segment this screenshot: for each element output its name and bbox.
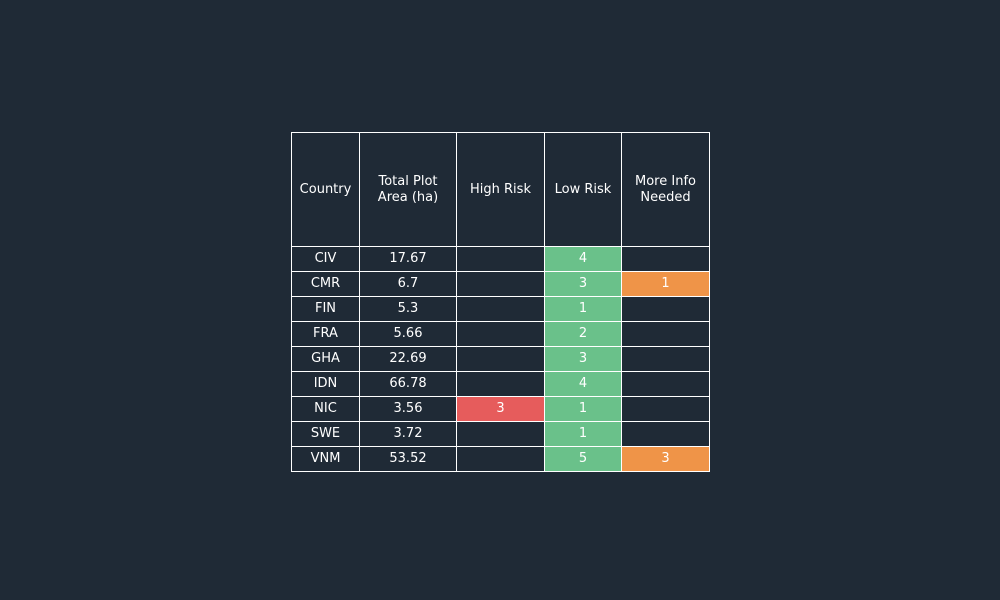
header-high-risk: High Risk <box>456 132 545 247</box>
cell-high-risk <box>456 346 545 372</box>
table-row: FIN 5.3 1 <box>291 296 710 322</box>
cell-low-risk: 4 <box>544 246 622 272</box>
table-row: SWE 3.72 1 <box>291 421 710 447</box>
cell-area: 5.3 <box>359 296 457 322</box>
cell-high-risk <box>456 271 545 297</box>
cell-country: VNM <box>291 446 360 472</box>
cell-more-info: 1 <box>621 271 710 297</box>
cell-high-risk <box>456 446 545 472</box>
cell-more-info <box>621 296 710 322</box>
cell-country: CIV <box>291 246 360 272</box>
cell-low-risk: 4 <box>544 371 622 397</box>
cell-area: 53.52 <box>359 446 457 472</box>
cell-low-risk: 3 <box>544 271 622 297</box>
cell-more-info <box>621 321 710 347</box>
table-row: GHA 22.69 3 <box>291 346 710 372</box>
cell-country: IDN <box>291 371 360 397</box>
cell-country: GHA <box>291 346 360 372</box>
cell-area: 6.7 <box>359 271 457 297</box>
cell-more-info <box>621 396 710 422</box>
cell-country: FIN <box>291 296 360 322</box>
cell-high-risk <box>456 246 545 272</box>
cell-area: 17.67 <box>359 246 457 272</box>
cell-area: 3.72 <box>359 421 457 447</box>
cell-more-info: 3 <box>621 446 710 472</box>
cell-country: SWE <box>291 421 360 447</box>
table-row: VNM 53.52 5 3 <box>291 446 710 472</box>
cell-low-risk: 1 <box>544 421 622 447</box>
table-row: CIV 17.67 4 <box>291 246 710 272</box>
cell-high-risk <box>456 296 545 322</box>
cell-more-info <box>621 246 710 272</box>
cell-area: 3.56 <box>359 396 457 422</box>
cell-country: CMR <box>291 271 360 297</box>
header-more-info: More Info Needed <box>621 132 710 247</box>
cell-high-risk <box>456 421 545 447</box>
cell-country: FRA <box>291 321 360 347</box>
table-row: FRA 5.66 2 <box>291 321 710 347</box>
header-low-risk: Low Risk <box>544 132 622 247</box>
cell-area: 22.69 <box>359 346 457 372</box>
cell-low-risk: 2 <box>544 321 622 347</box>
cell-high-risk <box>456 321 545 347</box>
cell-high-risk <box>456 371 545 397</box>
table-row: CMR 6.7 3 1 <box>291 271 710 297</box>
cell-area: 5.66 <box>359 321 457 347</box>
header-area: Total Plot Area (ha) <box>359 132 457 247</box>
cell-more-info <box>621 421 710 447</box>
cell-low-risk: 1 <box>544 296 622 322</box>
header-country: Country <box>291 132 360 247</box>
cell-area: 66.78 <box>359 371 457 397</box>
cell-country: NIC <box>291 396 360 422</box>
cell-more-info <box>621 371 710 397</box>
cell-low-risk: 3 <box>544 346 622 372</box>
risk-table: Country Total Plot Area (ha) High Risk Lo… <box>291 132 710 472</box>
table-row: NIC 3.56 3 1 <box>291 396 710 422</box>
header-row: Country Total Plot Area (ha) High Risk Lo… <box>291 132 710 247</box>
cell-low-risk: 5 <box>544 446 622 472</box>
cell-low-risk: 1 <box>544 396 622 422</box>
cell-more-info <box>621 346 710 372</box>
table-row: IDN 66.78 4 <box>291 371 710 397</box>
table-body: CIV 17.67 4 CMR 6.7 3 1 FIN 5.3 1 FRA 5.66 2 GHA 22.69… <box>291 246 710 472</box>
cell-high-risk: 3 <box>456 396 545 422</box>
